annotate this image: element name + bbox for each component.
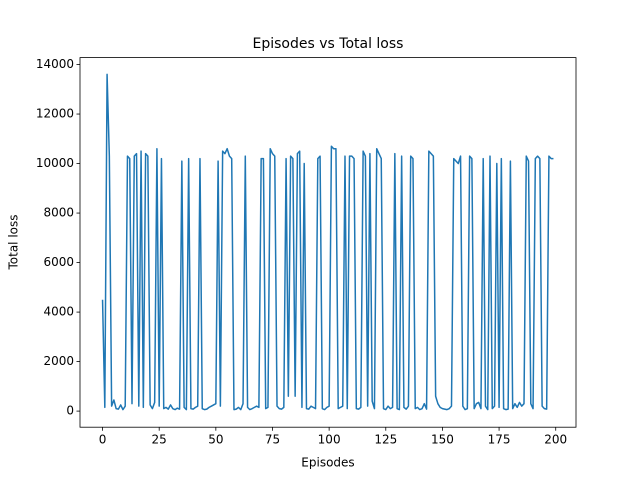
y-tick-label: 8000 <box>43 206 74 220</box>
y-tick-label: 12000 <box>36 107 74 121</box>
data-line <box>101 73 554 411</box>
x-tick-label: 125 <box>374 433 397 447</box>
y-axis-label: Total loss <box>7 214 21 270</box>
chart-title: Episodes vs Total loss <box>253 36 404 52</box>
x-tick-label: 50 <box>208 433 223 447</box>
x-tick-label: 75 <box>265 433 280 447</box>
y-tick-label: 0 <box>66 404 74 418</box>
x-tick-label: 200 <box>544 433 567 447</box>
x-tick-label: 25 <box>152 433 167 447</box>
x-tick-label: 0 <box>99 433 107 447</box>
plot-frame <box>79 57 577 428</box>
x-tick-label: 175 <box>488 433 511 447</box>
x-tick-label: 100 <box>318 433 341 447</box>
x-axis-label: Episodes <box>301 456 354 470</box>
y-tick-label: 6000 <box>43 255 74 269</box>
y-tick-label: 2000 <box>43 354 74 368</box>
y-tick-label: 4000 <box>43 305 74 319</box>
x-tick-label: 150 <box>431 433 454 447</box>
y-tick-label: 14000 <box>36 57 74 71</box>
y-tick-label: 10000 <box>36 156 74 170</box>
